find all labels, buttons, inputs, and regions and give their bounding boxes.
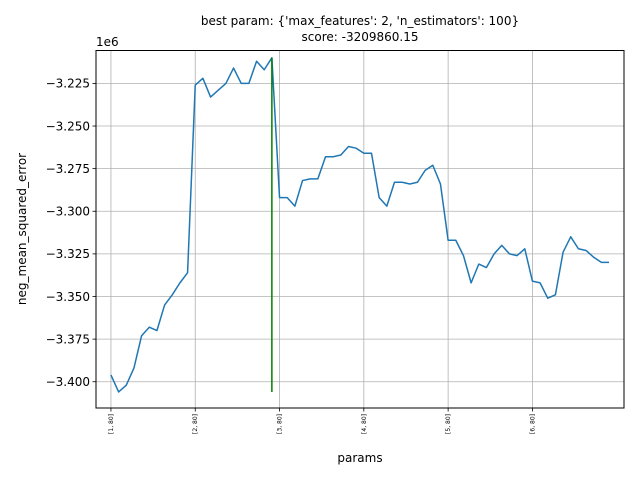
y-tick-label: −3.300	[46, 205, 90, 219]
y-tick-label: −3.325	[46, 247, 90, 261]
x-tick-label: [6, 80]	[529, 414, 536, 434]
chart-title-line2: score: -3209860.15	[302, 30, 419, 44]
y-tick-label: −3.375	[46, 332, 90, 346]
plot-area-frame	[95, 50, 625, 409]
x-tick-label: [3, 80]	[277, 414, 284, 434]
x-tick-label: [5, 80]	[445, 414, 452, 434]
x-axis-label: params	[337, 451, 382, 465]
x-tick-label: [4, 80]	[361, 414, 368, 434]
y-tick-label: −3.400	[46, 375, 90, 389]
y-axis-label: neg_mean_squared_error	[15, 153, 29, 305]
y-tick-layer: −3.225 −3.250 −3.275 −3.300 −3.325 −3.350 −3.3…	[46, 77, 96, 389]
grid-layer	[96, 50, 624, 408]
x-tick-label: [1, 80]	[108, 414, 115, 434]
x-tick-label: [2, 80]	[192, 414, 199, 434]
y-offset-label: 1e6	[96, 35, 119, 49]
y-tick-label: −3.350	[46, 290, 90, 304]
y-tick-label: −3.275	[46, 162, 90, 176]
series-line	[110, 57, 610, 393]
y-tick-label: −3.225	[46, 77, 90, 91]
series-layer	[110, 57, 610, 393]
x-tick-layer: [1, 80] [2, 80] [3, 80] [4, 80] [5, 80] [6, 8…	[108, 408, 536, 434]
y-tick-label: −3.250	[46, 119, 90, 133]
chart-title-line1: best param: {'max_features': 2, 'n_estim…	[201, 14, 519, 28]
